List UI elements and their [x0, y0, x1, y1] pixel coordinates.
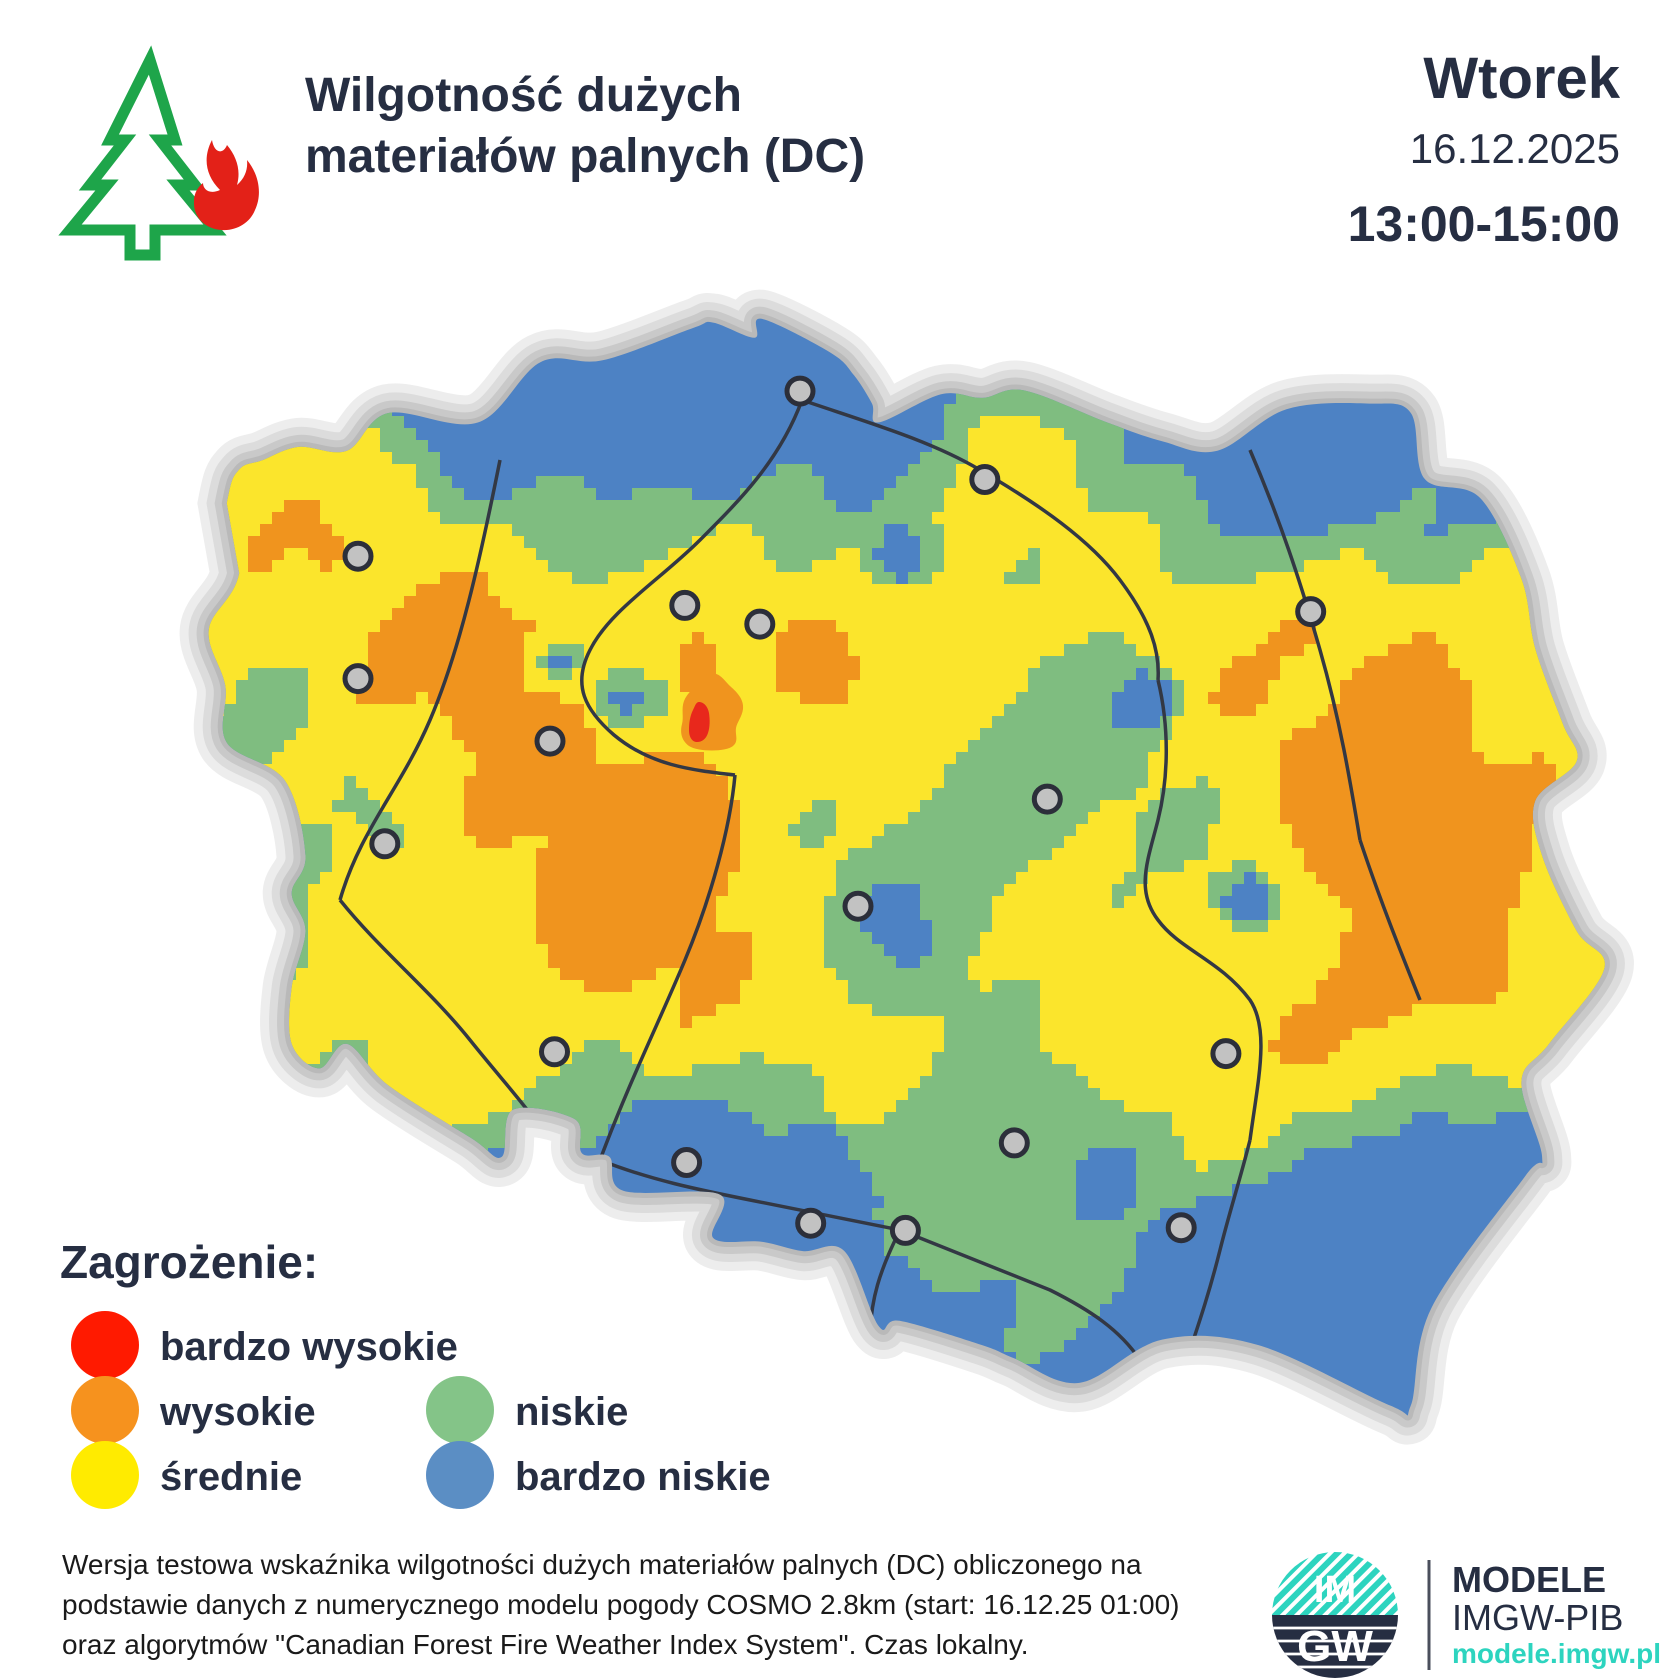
- svg-text:bardzo niskie: bardzo niskie: [515, 1455, 771, 1499]
- svg-text:wysokie: wysokie: [159, 1390, 316, 1434]
- svg-text:modele.imgw.pl: modele.imgw.pl: [1452, 1638, 1661, 1669]
- svg-text:IMGW-PIB: IMGW-PIB: [1452, 1597, 1623, 1638]
- svg-text:średnie: średnie: [160, 1455, 302, 1499]
- svg-text:niskie: niskie: [515, 1390, 628, 1434]
- svg-text:GW: GW: [1297, 1622, 1373, 1671]
- svg-text:IM: IM: [1314, 1569, 1356, 1611]
- svg-text:MODELE: MODELE: [1452, 1559, 1606, 1600]
- svg-text:bardzo wysokie: bardzo wysokie: [160, 1325, 458, 1369]
